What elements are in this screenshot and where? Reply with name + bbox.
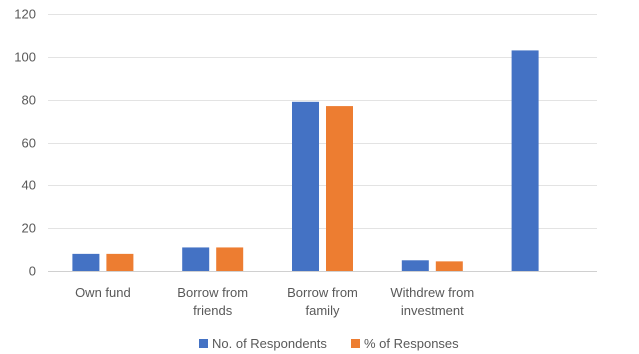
- bars: [72, 50, 539, 272]
- bar-respondents: [72, 253, 100, 271]
- y-axis: 0 20 40 60 80 100 120: [14, 7, 36, 279]
- x-category-label: family: [306, 303, 340, 318]
- y-tick-label: 0: [29, 264, 36, 279]
- y-tick-label: 20: [22, 221, 36, 236]
- x-category-label: friends: [193, 303, 233, 318]
- legend-swatch: [351, 339, 360, 348]
- y-tick-label: 40: [22, 178, 36, 193]
- legend-swatch: [199, 339, 208, 348]
- x-category-label: Borrow from: [177, 285, 248, 300]
- x-category-label: Borrow from: [287, 285, 358, 300]
- x-category-label: investment: [401, 303, 464, 318]
- x-category-label: Own fund: [75, 285, 131, 300]
- x-axis: Own fund Borrow from friends Borrow from fam…: [75, 285, 474, 318]
- y-tick-label: 80: [22, 93, 36, 108]
- legend: No. of Respondents % of Responses: [199, 336, 459, 351]
- y-tick-label: 100: [14, 50, 36, 65]
- legend-label: No. of Respondents: [212, 336, 327, 351]
- bar-respondents: [182, 247, 210, 271]
- bar-responses: [435, 261, 463, 271]
- bar-respondents: [511, 50, 539, 272]
- bar-responses: [106, 253, 134, 271]
- x-category-label: Withdrew from: [390, 285, 474, 300]
- gridlines: [48, 14, 597, 272]
- bar-responses: [216, 247, 244, 271]
- bar-respondents: [401, 260, 429, 271]
- bar-respondents: [292, 101, 319, 271]
- y-tick-label: 60: [22, 136, 36, 151]
- bar-responses: [326, 106, 353, 271]
- y-tick-label: 120: [14, 7, 36, 22]
- legend-label: % of Responses: [364, 336, 459, 351]
